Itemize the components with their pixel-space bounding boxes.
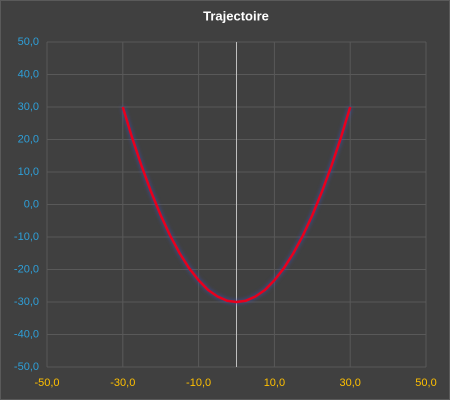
y-tick-label: -40,0 — [14, 328, 39, 340]
y-tick-label: 50,0 — [18, 36, 39, 48]
y-tick-label: -30,0 — [14, 296, 39, 308]
x-tick-label: -10,0 — [186, 377, 211, 389]
x-tick-label: 30,0 — [339, 377, 360, 389]
chart-title: Trajectoire — [203, 8, 269, 23]
y-tick-label: -10,0 — [14, 231, 39, 243]
y-tick-label: 10,0 — [18, 166, 39, 178]
y-tick-label: 40,0 — [18, 68, 39, 80]
y-tick-label: -50,0 — [14, 361, 39, 373]
line-series — [121, 106, 352, 304]
y-tick-label: -20,0 — [14, 263, 39, 275]
x-tick-label: 10,0 — [264, 377, 285, 389]
x-tick-label: 50,0 — [415, 377, 436, 389]
x-tick-label: -50,0 — [34, 377, 59, 389]
y-tick-label: 20,0 — [18, 133, 39, 145]
y-tick-label: 30,0 — [18, 101, 39, 113]
x-tick-label: -30,0 — [110, 377, 135, 389]
y-tick-label: 0,0 — [24, 198, 39, 210]
